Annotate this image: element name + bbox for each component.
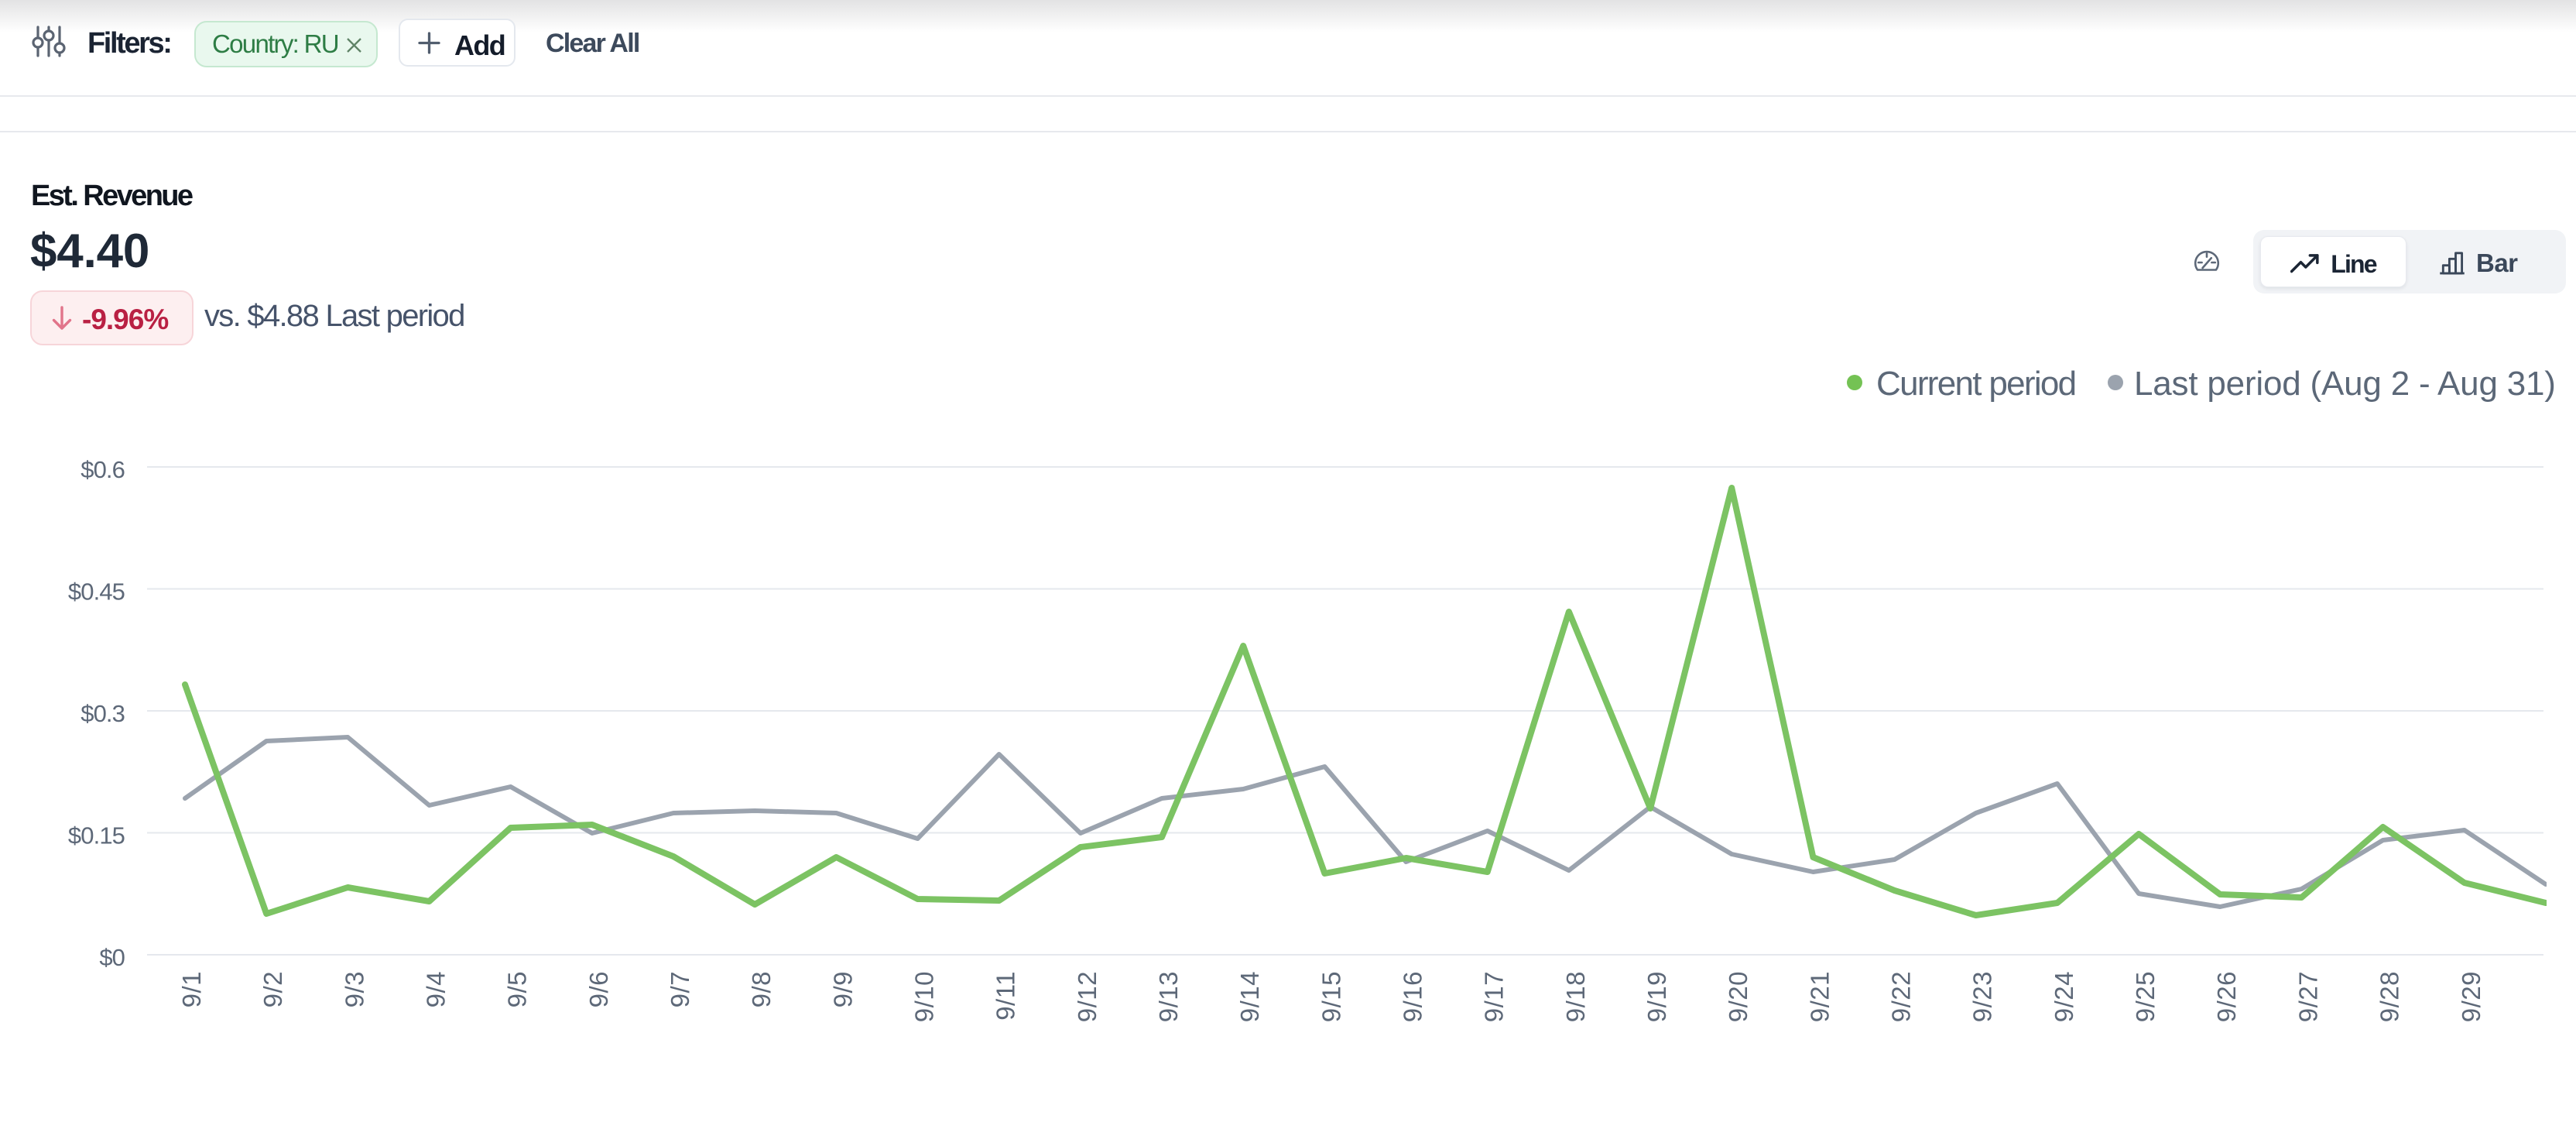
svg-text:9/3: 9/3 [340,971,368,1007]
svg-text:9/16: 9/16 [1399,971,1427,1022]
svg-text:9/25: 9/25 [2131,971,2160,1022]
svg-text:9/7: 9/7 [666,971,694,1007]
svg-text:9/10: 9/10 [910,971,939,1022]
svg-text:9/18: 9/18 [1561,971,1590,1022]
svg-text:$0.45: $0.45 [68,578,125,606]
svg-text:9/19: 9/19 [1643,971,1671,1022]
svg-text:$0.6: $0.6 [80,456,125,483]
svg-text:9/9: 9/9 [828,971,857,1007]
svg-text:9/15: 9/15 [1317,971,1345,1022]
svg-text:9/5: 9/5 [503,971,532,1007]
svg-text:9/13: 9/13 [1154,971,1183,1022]
svg-text:9/17: 9/17 [1480,971,1509,1022]
svg-text:9/14: 9/14 [1235,971,1264,1022]
svg-text:9/8: 9/8 [747,971,776,1007]
svg-text:$0: $0 [99,944,125,971]
svg-text:9/12: 9/12 [1073,971,1101,1022]
svg-text:9/29: 9/29 [2457,971,2485,1022]
svg-text:9/21: 9/21 [1805,971,1834,1022]
svg-text:$0.15: $0.15 [68,822,125,849]
svg-text:9/11: 9/11 [992,971,1020,1021]
svg-text:9/27: 9/27 [2293,971,2322,1022]
svg-text:9/6: 9/6 [584,971,613,1007]
svg-text:9/22: 9/22 [1887,971,1916,1022]
svg-text:9/1: 9/1 [177,971,206,1007]
svg-text:9/26: 9/26 [2212,971,2241,1022]
svg-text:$0.3: $0.3 [80,700,125,727]
svg-text:9/20: 9/20 [1724,971,1752,1022]
svg-text:9/4: 9/4 [422,971,450,1007]
svg-text:9/24: 9/24 [2050,971,2078,1022]
svg-text:9/23: 9/23 [1968,971,1997,1022]
svg-text:9/28: 9/28 [2376,971,2404,1022]
svg-text:9/2: 9/2 [259,971,287,1007]
